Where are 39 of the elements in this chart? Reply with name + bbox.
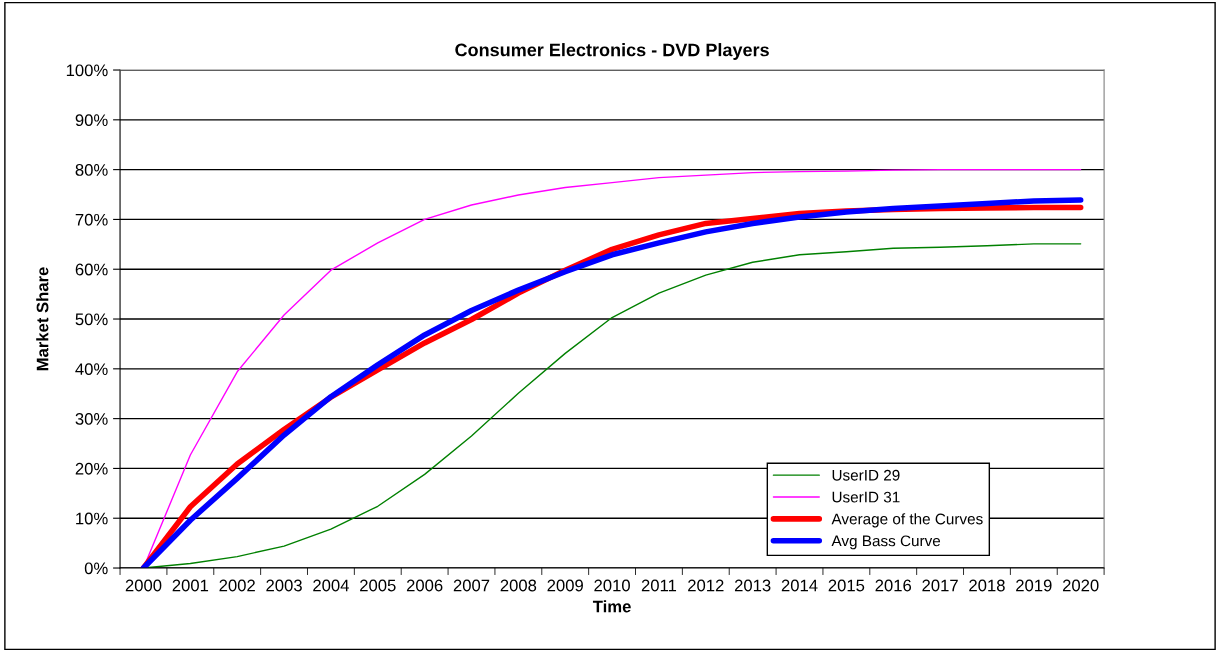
x-tick-label: 2008 [500, 579, 537, 592]
x-tick-label: 2003 [266, 579, 302, 592]
y-tick-label: 30% [75, 413, 108, 425]
x-tick-label: 2010 [594, 579, 630, 592]
x-tick-label: 2009 [547, 579, 583, 592]
legend-label: Avg Bass Curve [831, 535, 941, 550]
y-tick-label: 50% [75, 313, 108, 326]
x-tick-label: 2001 [172, 579, 209, 592]
y-tick-label: 20% [75, 462, 108, 475]
x-tick-label: 2006 [406, 579, 443, 592]
y-tick-label: 60% [75, 263, 108, 276]
x-tick-label: 2019 [1016, 579, 1052, 592]
x-tick-label: 2020 [1062, 579, 1099, 592]
y-tick-label: 100% [66, 64, 108, 77]
x-tick-label: 2004 [313, 579, 349, 592]
y-tick-label: 80% [75, 164, 108, 176]
y-tick-label: 40% [75, 363, 108, 376]
x-axis-title: Time [592, 600, 631, 613]
x-tick-label: 2015 [828, 579, 865, 592]
y-tick-label: 70% [75, 213, 108, 226]
legend-label: Average of the Curves [831, 513, 983, 528]
x-tick-label: 2018 [969, 579, 1005, 592]
x-tick-label: 2000 [125, 579, 162, 592]
x-tick-label: 2013 [734, 579, 771, 592]
legend-label: UserID 29 [832, 469, 900, 481]
y-tick-label: 0% [84, 562, 108, 575]
x-tick-label: 2014 [781, 579, 818, 592]
y-tick-label: 90% [75, 114, 108, 127]
legend-label: UserID 31 [832, 491, 900, 503]
x-tick-label: 2002 [219, 579, 255, 592]
chart-title: Consumer Electronics - DVD Players [455, 43, 769, 60]
y-axis-title: Market Share [36, 267, 49, 371]
x-tick-label: 2017 [922, 579, 958, 592]
x-tick-label: 2012 [688, 579, 724, 592]
x-tick-label: 2011 [641, 579, 677, 592]
y-tick-label: 10% [76, 512, 108, 525]
x-tick-label: 2007 [453, 579, 490, 592]
x-tick-label: 2016 [875, 579, 912, 592]
x-tick-label: 2005 [360, 579, 396, 592]
